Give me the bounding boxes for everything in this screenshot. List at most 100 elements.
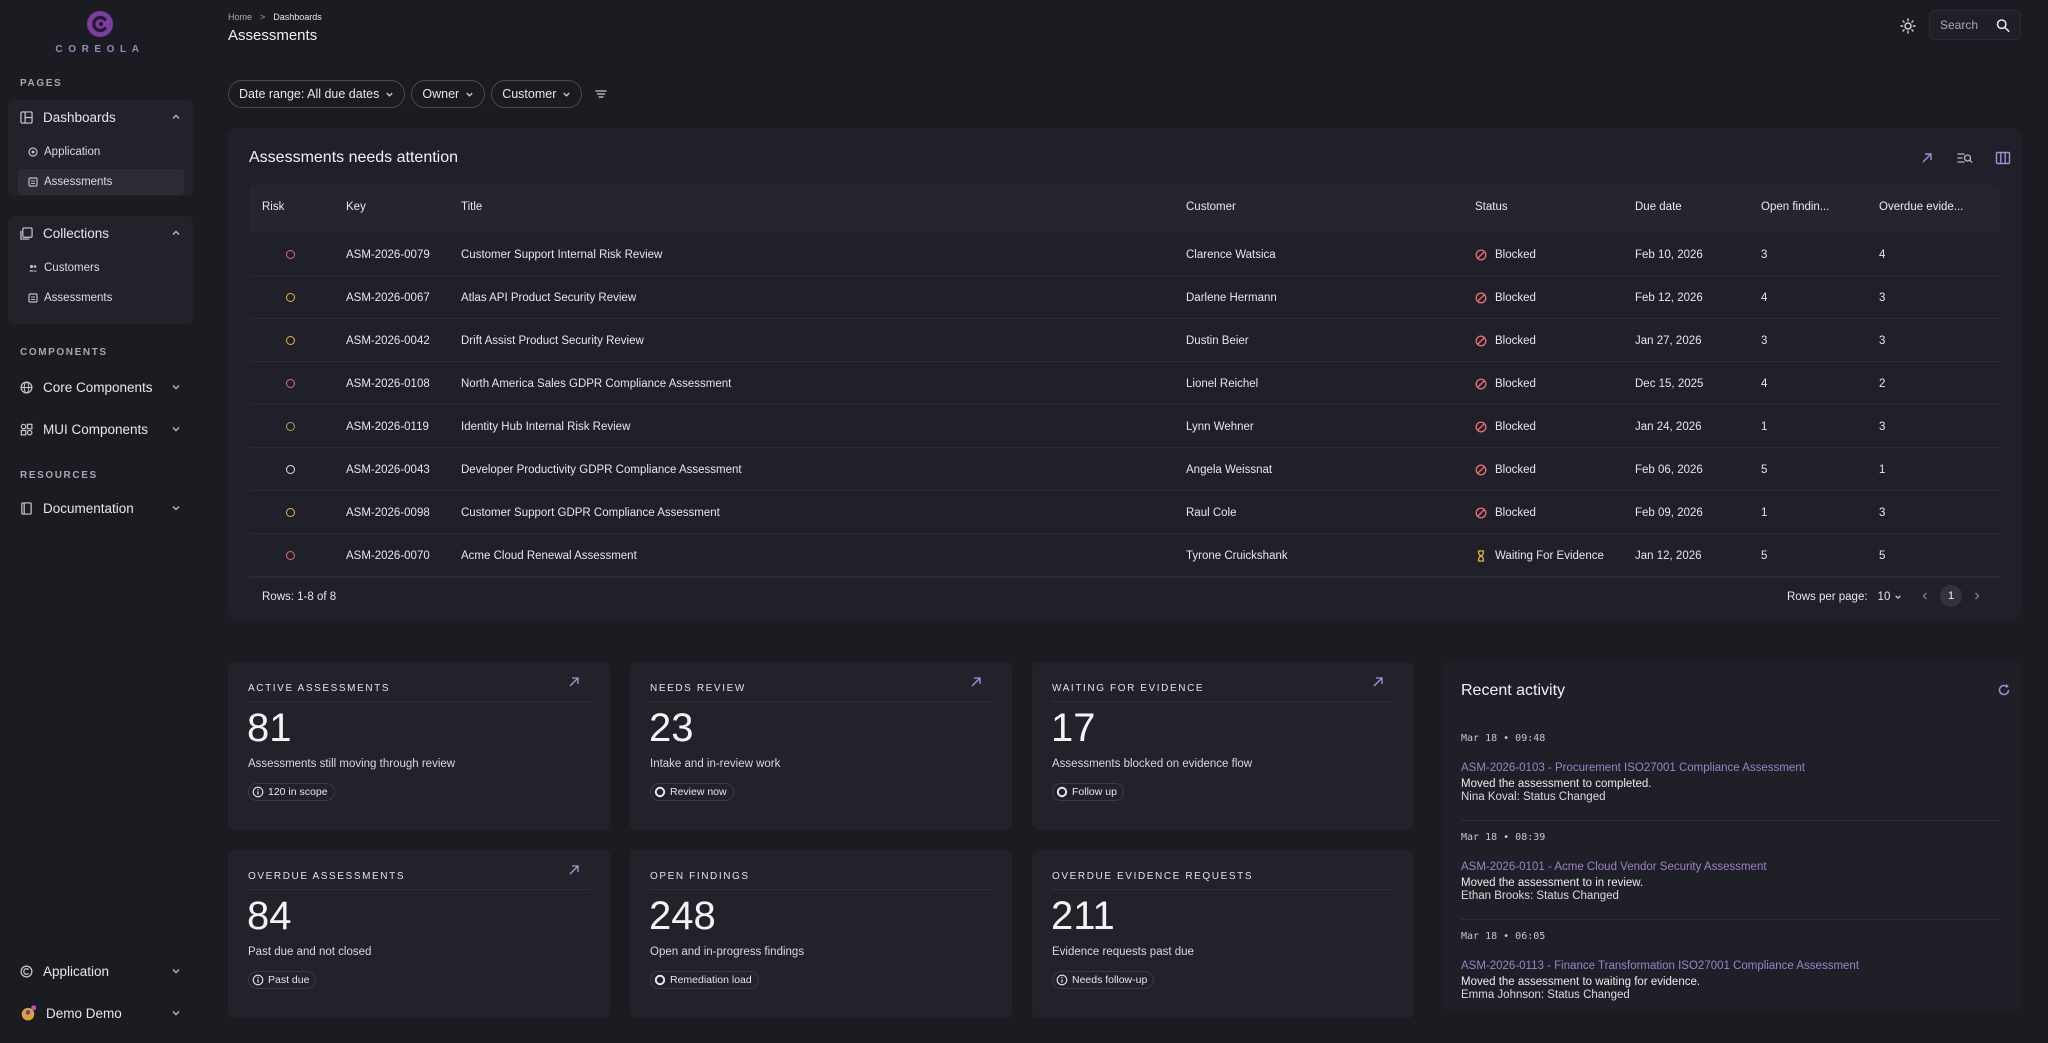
- activity-link[interactable]: ASM-2026-0113 - Finance Transformation I…: [1461, 960, 1860, 972]
- nav-documentation[interactable]: Documentation: [8, 491, 193, 525]
- open-external-icon[interactable]: [970, 676, 982, 688]
- status-label: Blocked: [1495, 377, 1536, 390]
- table-row[interactable]: ASM-2026-0108 North America Sales GDPR Co…: [249, 362, 2000, 405]
- nav-collections[interactable]: Collections: [8, 216, 193, 250]
- breadcrumb-home[interactable]: Home: [228, 12, 253, 22]
- refresh-icon[interactable]: [1997, 683, 2011, 697]
- activity-link[interactable]: ASM-2026-0103 - Procurement ISO27001 Com…: [1461, 762, 1805, 774]
- risk-cell: [286, 405, 295, 448]
- table-row[interactable]: ASM-2026-0070 Acme Cloud Renewal Assessme…: [249, 534, 2000, 577]
- stat-card: OVERDUE EVIDENCE REQUESTS 211 Evidence req…: [1032, 850, 1414, 1018]
- col-status[interactable]: Status: [1475, 201, 1508, 213]
- search-list-icon[interactable]: [1957, 150, 1973, 166]
- nav-application-label: Application: [44, 146, 101, 158]
- chevron-down-icon: [172, 969, 180, 974]
- chevron-right-icon[interactable]: [1972, 591, 1982, 601]
- section-resources: RESOURCES: [20, 470, 98, 481]
- open-findings-cell: 3: [1761, 334, 1768, 347]
- owner-filter[interactable]: Owner: [411, 80, 486, 108]
- nav-customers[interactable]: Customers: [18, 255, 184, 281]
- open-external-icon[interactable]: [1372, 676, 1384, 688]
- key-cell: ASM-2026-0042: [346, 334, 430, 347]
- activity-link[interactable]: ASM-2026-0101 - Acme Cloud Vendor Securi…: [1461, 861, 1767, 873]
- col-risk[interactable]: Risk: [262, 201, 285, 213]
- table-row[interactable]: ASM-2026-0119 Identity Hub Internal Risk …: [249, 405, 2000, 448]
- ring-icon: [654, 974, 666, 986]
- stat-badge[interactable]: Review now: [650, 783, 734, 801]
- rows-per-page-select[interactable]: 10: [1878, 591, 1903, 603]
- col-key[interactable]: Key: [346, 201, 366, 213]
- stat-badge[interactable]: Follow up: [1052, 783, 1124, 801]
- chevron-left-icon[interactable]: [1920, 591, 1930, 601]
- risk-indicator-icon: [286, 250, 295, 259]
- risk-indicator-icon: [286, 293, 295, 302]
- customer-filter[interactable]: Customer: [491, 80, 583, 108]
- customer-cell: Angela Weissnat: [1186, 463, 1273, 476]
- activity-message: Moved the assessment to in review.: [1461, 877, 1644, 889]
- customer-cell: Clarence Watsica: [1186, 248, 1276, 261]
- open-external-icon[interactable]: [1919, 150, 1935, 166]
- stat-divider: [248, 889, 590, 890]
- table-row[interactable]: ASM-2026-0067 Atlas API Product Security …: [249, 276, 2000, 319]
- table-header: Risk Key Title Customer Status Due date …: [249, 185, 2000, 233]
- status-cell: Blocked: [1475, 405, 1536, 448]
- user-menu[interactable]: Demo Demo: [8, 996, 193, 1030]
- stat-label: OVERDUE ASSESSMENTS: [248, 871, 406, 882]
- chevron-down-icon: [172, 385, 180, 390]
- activity-message: Moved the assessment to completed.: [1461, 778, 1652, 790]
- open-external-icon[interactable]: [568, 864, 580, 876]
- stat-badge[interactable]: Remediation load: [650, 971, 759, 989]
- nav-dashboards[interactable]: Dashboards: [8, 100, 193, 134]
- status-cell: Blocked: [1475, 276, 1536, 319]
- search-icon[interactable]: [1996, 18, 2010, 33]
- table-row[interactable]: ASM-2026-0079 Customer Support Internal R…: [249, 233, 2000, 276]
- activity-title: Recent activity: [1461, 682, 1566, 699]
- nav-assessments-collection[interactable]: Assessments: [18, 285, 184, 311]
- blocked-icon: [1475, 248, 1487, 261]
- col-title[interactable]: Title: [461, 201, 483, 213]
- nav-app-switcher[interactable]: Application: [8, 954, 193, 988]
- table-row[interactable]: ASM-2026-0042 Drift Assist Product Securi…: [249, 319, 2000, 362]
- table-row[interactable]: ASM-2026-0043 Developer Productivity GDPR…: [249, 448, 2000, 491]
- filter-list-icon[interactable]: [594, 87, 608, 101]
- status-label: Blocked: [1495, 420, 1536, 433]
- stat-value: 84: [247, 894, 292, 938]
- status-label: Waiting For Evidence: [1495, 549, 1604, 562]
- stat-badge[interactable]: Past due: [248, 971, 317, 989]
- stat-badge[interactable]: Needs follow-up: [1052, 971, 1155, 989]
- brand-name: COREOLA: [55, 44, 145, 55]
- overdue-evidence-cell: 2: [1879, 377, 1886, 390]
- nav-core-components[interactable]: Core Components: [8, 370, 193, 404]
- col-customer[interactable]: Customer: [1186, 201, 1236, 213]
- col-overdue-evidence[interactable]: Overdue evide...: [1879, 201, 1964, 213]
- nav-mui-components[interactable]: MUI Components: [8, 412, 193, 446]
- date-range-filter[interactable]: Date range: All due dates: [228, 80, 406, 108]
- blocked-icon: [1475, 506, 1487, 519]
- chevron-down-icon: [386, 92, 394, 97]
- due-date-cell: Jan 24, 2026: [1635, 420, 1702, 433]
- col-due-date[interactable]: Due date: [1635, 201, 1682, 213]
- nav-application[interactable]: Application: [18, 139, 184, 165]
- title-cell: North America Sales GDPR Compliance Asse…: [461, 377, 732, 390]
- activity-author: Ethan Brooks: Status Changed: [1461, 890, 1619, 902]
- blocked-icon: [1475, 377, 1487, 390]
- table-row[interactable]: ASM-2026-0098 Customer Support GDPR Compl…: [249, 491, 2000, 534]
- col-open-findings[interactable]: Open findin...: [1761, 201, 1830, 213]
- stat-badge[interactable]: 120 in scope: [248, 783, 335, 801]
- brand-logo[interactable]: COREOLA: [0, 10, 200, 55]
- customer-cell: Raul Cole: [1186, 506, 1237, 519]
- stat-card: ACTIVE ASSESSMENTS 81 Assessments still mo…: [228, 662, 610, 830]
- page-button[interactable]: 1: [1940, 585, 1962, 607]
- activity-message: Moved the assessment to waiting for evid…: [1461, 976, 1701, 988]
- stat-value: 17: [1051, 706, 1096, 750]
- rows-per-page-value: 10: [1877, 591, 1891, 603]
- overdue-evidence-cell: 4: [1879, 248, 1886, 261]
- sun-icon[interactable]: [1900, 18, 1916, 34]
- key-cell: ASM-2026-0108: [346, 377, 430, 390]
- search-input[interactable]: [1940, 18, 1996, 32]
- nav-assessments-dashboard[interactable]: Assessments: [18, 169, 184, 195]
- open-external-icon[interactable]: [568, 676, 580, 688]
- status-label: Blocked: [1495, 334, 1536, 347]
- ring-icon: [654, 786, 666, 798]
- columns-icon[interactable]: [1995, 150, 2011, 166]
